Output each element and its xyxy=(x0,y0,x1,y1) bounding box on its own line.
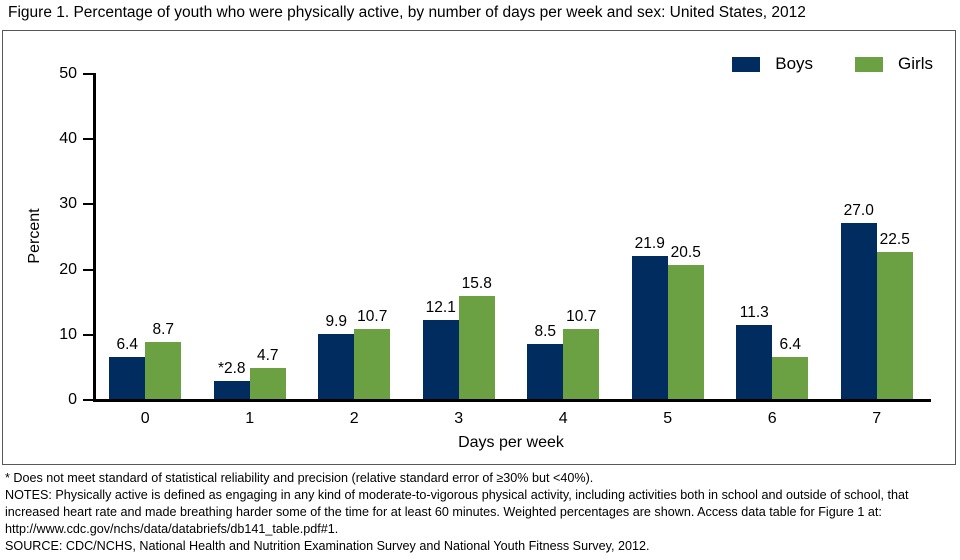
legend: Boys Girls xyxy=(732,54,933,74)
chart-box: Boys Girls 0 10 20 30 40 50 Percent 6.4 8.7 0 *2.8… xyxy=(2,30,956,465)
footnote-notes: NOTES: Physically active is defined as e… xyxy=(5,488,909,536)
value-label-boys-5: 21.9 xyxy=(634,235,665,253)
value-label-boys-4: 8.5 xyxy=(534,322,557,340)
bar-boys-4 xyxy=(527,343,564,399)
value-label-boys-1: *2.8 xyxy=(217,359,246,377)
x-tick-label-2: 2 xyxy=(349,410,359,427)
footnotes: * Does not meet standard of statistical … xyxy=(5,470,955,555)
value-label-girls-1: 4.7 xyxy=(256,347,279,365)
y-tick-label-40: 40 xyxy=(59,130,77,148)
figure-title: Figure 1. Percentage of youth who were p… xyxy=(8,4,806,21)
bar-girls-0 xyxy=(145,342,182,399)
y-tick-10 xyxy=(83,333,93,336)
value-label-girls-6: 6.4 xyxy=(779,336,802,354)
value-label-girls-5: 20.5 xyxy=(670,244,701,262)
bar-boys-3 xyxy=(422,320,459,399)
legend-label-boys: Boys xyxy=(775,54,814,73)
value-label-girls-4: 10.7 xyxy=(566,308,597,326)
y-tick-30 xyxy=(83,203,93,206)
bar-boys-2 xyxy=(318,334,355,399)
x-tick-label-0: 0 xyxy=(140,410,150,427)
girls-swatch-icon xyxy=(855,56,884,72)
legend-label-girls: Girls xyxy=(898,54,933,73)
x-tick-label-1: 1 xyxy=(245,410,255,427)
x-axis-title: Days per week xyxy=(458,434,564,451)
bar-boys-7 xyxy=(840,222,877,399)
y-axis-line xyxy=(93,73,96,402)
value-label-boys-2: 9.9 xyxy=(325,313,348,331)
y-tick-label-20: 20 xyxy=(59,260,77,278)
x-tick-label-7: 7 xyxy=(872,410,882,427)
footnote-asterisk: * Does not meet standard of statistical … xyxy=(5,471,594,485)
bar-girls-7 xyxy=(876,252,913,399)
x-axis-line xyxy=(93,399,931,402)
value-label-boys-7: 27.0 xyxy=(843,201,874,219)
value-label-boys-3: 12.1 xyxy=(425,299,456,317)
x-tick-label-5: 5 xyxy=(663,410,673,427)
x-tick-label-3: 3 xyxy=(454,410,464,427)
bar-girls-6 xyxy=(772,357,809,399)
y-axis-title: Percent xyxy=(26,208,43,264)
y-tick-label-50: 50 xyxy=(59,65,77,82)
y-tick-50 xyxy=(83,73,93,75)
bar-girls-1 xyxy=(249,368,286,399)
y-tick-label-30: 30 xyxy=(59,195,77,213)
bar-boys-1 xyxy=(213,380,250,399)
bar-girls-2 xyxy=(354,329,391,399)
boys-swatch-icon xyxy=(732,56,761,72)
bar-girls-5 xyxy=(667,265,704,399)
bar-girls-3 xyxy=(458,295,495,399)
y-tick-20 xyxy=(83,268,93,271)
legend-item-boys: Boys xyxy=(732,54,813,74)
y-tick-40 xyxy=(83,138,93,141)
legend-item-girls: Girls xyxy=(855,54,933,74)
bar-boys-5 xyxy=(631,256,668,399)
y-tick-label-0: 0 xyxy=(68,391,77,408)
footnote-source: SOURCE: CDC/NCHS, National Health and Nu… xyxy=(5,539,650,553)
y-tick-label-10: 10 xyxy=(59,325,77,343)
bar-boys-0 xyxy=(109,357,146,399)
value-label-boys-6: 11.3 xyxy=(739,304,769,322)
x-tick-label-4: 4 xyxy=(558,410,568,427)
value-label-girls-0: 8.7 xyxy=(152,321,175,339)
bar-girls-4 xyxy=(563,329,600,399)
bar-boys-6 xyxy=(736,325,773,399)
value-label-boys-0: 6.4 xyxy=(116,336,139,354)
value-label-girls-3: 15.8 xyxy=(461,274,492,292)
value-label-girls-2: 10.7 xyxy=(357,308,388,326)
value-label-girls-7: 22.5 xyxy=(879,231,910,249)
x-tick-label-6: 6 xyxy=(767,410,777,427)
plot-area: 0 10 20 30 40 50 Percent 6.4 8.7 0 *2.8 4.7 1 9.9 10.7… xyxy=(3,31,955,464)
y-tick-0 xyxy=(83,399,93,401)
